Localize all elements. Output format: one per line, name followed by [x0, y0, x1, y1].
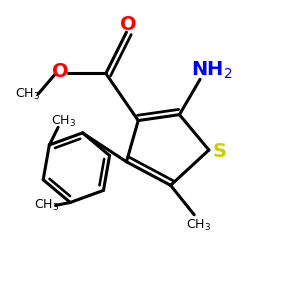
- Text: CH$_3$: CH$_3$: [15, 86, 41, 102]
- Text: CH$_3$: CH$_3$: [186, 218, 211, 232]
- Text: O: O: [52, 62, 68, 82]
- Text: NH$_2$: NH$_2$: [191, 60, 232, 81]
- Text: CH$_3$: CH$_3$: [34, 198, 59, 213]
- Text: CH$_3$: CH$_3$: [52, 114, 76, 129]
- Text: O: O: [120, 15, 136, 34]
- Text: S: S: [213, 142, 227, 161]
